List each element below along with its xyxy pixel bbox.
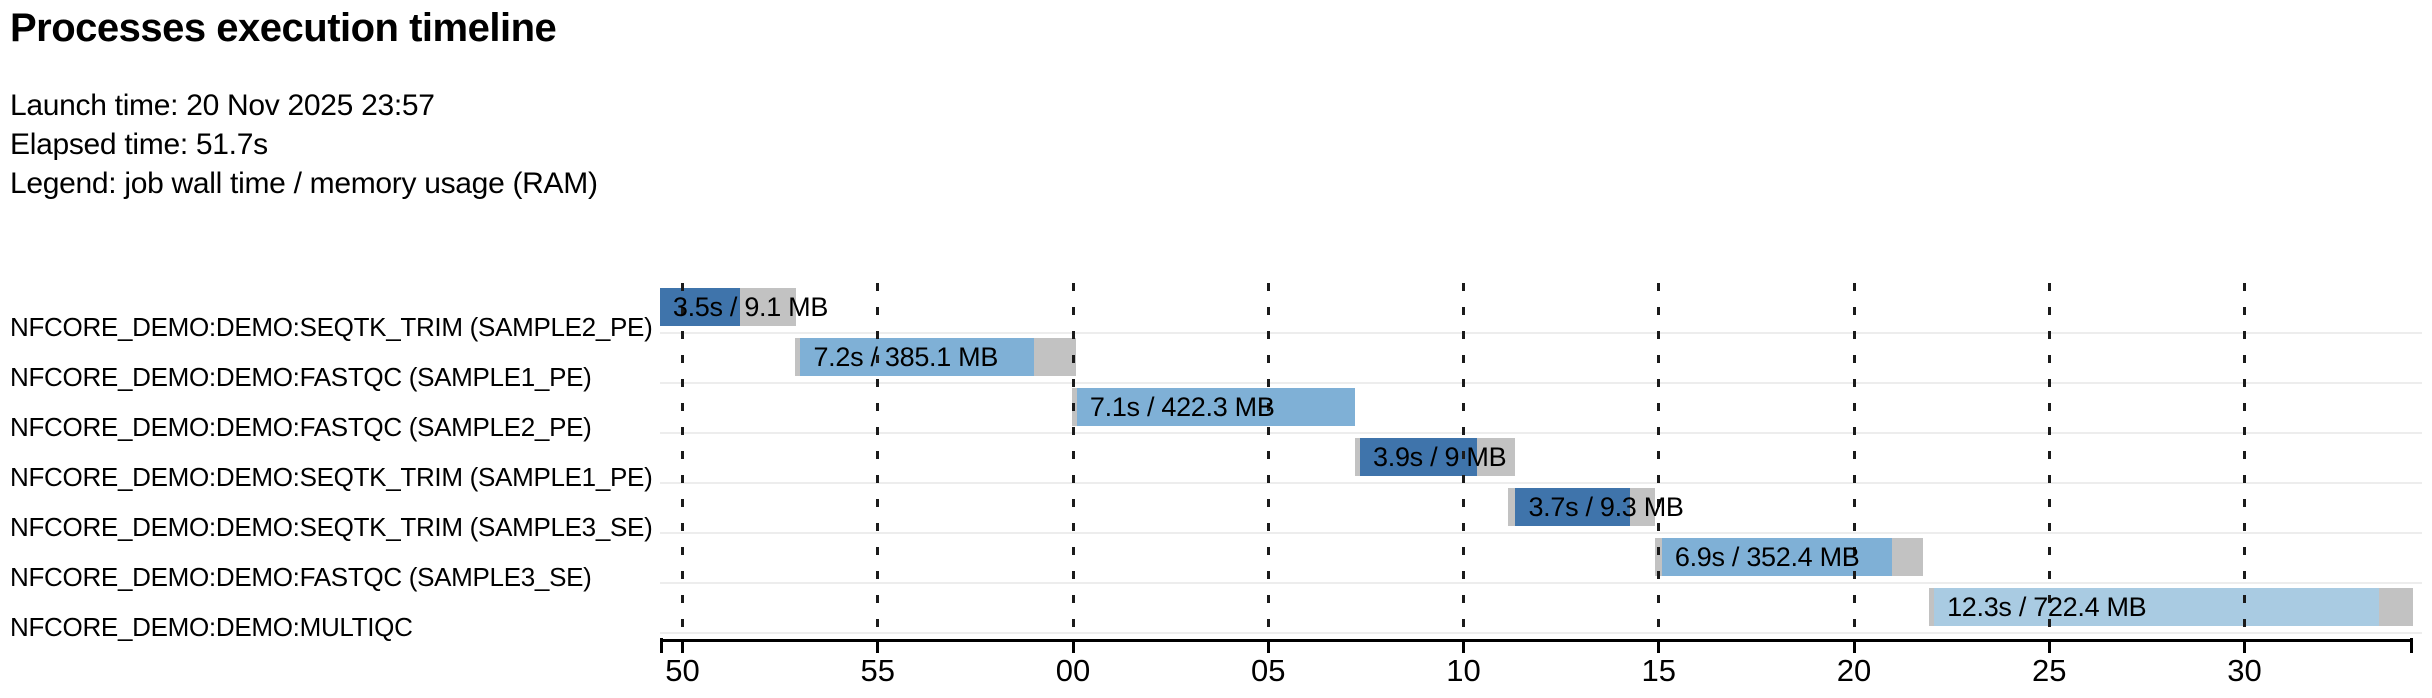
task-label: NFCORE_DEMO:DEMO:FASTQC (SAMPLE1_PE): [10, 362, 592, 392]
task-bar-label: 7.2s / 385.1 MB: [813, 342, 999, 372]
axis-tick-label: 00: [1055, 653, 1091, 688]
axis-tick-label: 55: [860, 653, 895, 688]
axis-tick-label: 05: [1251, 653, 1286, 688]
row-separator: [660, 532, 2422, 534]
axis-tick: [1462, 639, 1466, 653]
task-label: NFCORE_DEMO:DEMO:FASTQC (SAMPLE3_SE): [10, 562, 592, 592]
row-separator: [660, 432, 2422, 434]
task-bar-run: [800, 338, 1034, 376]
gridline: [1266, 283, 1270, 639]
axis-tick: [1657, 639, 1661, 653]
axis-tick: [2047, 639, 2051, 653]
row-separator: [660, 582, 2422, 584]
task-bar-label: 3.7s / 9.3 MB: [1528, 492, 1684, 522]
axis-tick: [876, 639, 880, 653]
axis-endcap-right: [2410, 638, 2413, 653]
launch-time-text: Launch time: 20 Nov 2025 23:57: [10, 89, 435, 122]
task-bar-label: 3.9s / 9 MB: [1373, 442, 1507, 472]
task-bar-run: [659, 288, 740, 326]
axis-tick-label: 15: [1641, 653, 1676, 688]
task-label: NFCORE_DEMO:DEMO:MULTIQC: [10, 612, 413, 642]
row-separator: [660, 632, 2422, 634]
gridline: [876, 283, 880, 639]
task-bar-overhead: [739, 288, 796, 326]
axis-tick-label: 50: [665, 653, 700, 688]
x-axis-line: [660, 639, 2413, 642]
task-bar-overhead: [1354, 438, 1361, 476]
task-label: NFCORE_DEMO:DEMO:SEQTK_TRIM (SAMPLE3_SE): [10, 512, 653, 542]
row-separator: [660, 332, 2422, 334]
task-bar-overhead: [1929, 588, 1935, 626]
axis-tick-label: 30: [2227, 653, 2262, 688]
axis-tick: [681, 639, 685, 653]
gridline: [681, 283, 685, 639]
task-bar-label: 3.5s / 9.1 MB: [672, 292, 829, 322]
axis-tick: [1071, 639, 1075, 653]
task-bar-run: [1515, 488, 1630, 526]
task-bar-overhead: [2378, 588, 2413, 626]
task-bar-run: [1934, 588, 2379, 626]
report-meta: Launch time: 20 Nov 2025 23:57 Elapsed t…: [10, 86, 598, 203]
task-label: NFCORE_DEMO:DEMO:SEQTK_TRIM (SAMPLE2_PE): [10, 312, 653, 342]
task-label: NFCORE_DEMO:DEMO:FASTQC (SAMPLE2_PE): [10, 412, 592, 442]
gridline: [2047, 283, 2051, 639]
task-bar-label: 7.1s / 422.3 MB: [1089, 392, 1275, 422]
task-bar-overhead: [1891, 538, 1924, 576]
gridline: [1462, 283, 1466, 639]
task-label: NFCORE_DEMO:DEMO:SEQTK_TRIM (SAMPLE1_PE): [10, 462, 653, 492]
legend-text: Legend: job wall time / memory usage (RA…: [10, 167, 598, 200]
elapsed-time-text: Elapsed time: 51.7s: [10, 128, 268, 161]
page-title: Processes execution timeline: [10, 6, 557, 50]
task-bar-label: 12.3s / 722.4 MB: [1947, 592, 2147, 622]
row-separator: [660, 482, 2422, 484]
gridline: [1852, 283, 1856, 639]
gridline: [2243, 283, 2247, 639]
task-bar-run: [1360, 438, 1477, 476]
task-bar-overhead: [1508, 488, 1516, 526]
row-separator: [660, 382, 2422, 384]
task-bar-overhead: [1476, 438, 1516, 476]
axis-tick-label: 10: [1446, 653, 1481, 688]
task-bar-overhead: [1033, 338, 1077, 376]
axis-tick-label: 20: [1836, 653, 1872, 688]
axis-tick: [1266, 639, 1270, 653]
axis-tick-label: 25: [2032, 653, 2067, 688]
axis-tick: [1852, 639, 1856, 653]
axis-endcap-left: [660, 638, 663, 653]
task-bar-overhead: [1629, 488, 1655, 526]
axis-tick: [2243, 639, 2247, 653]
task-bar-overhead: [794, 338, 801, 376]
gridline: [1071, 283, 1075, 639]
task-bar-run: [1076, 388, 1355, 426]
task-bar-label: 6.9s / 352.4 MB: [1674, 542, 1860, 572]
gridline: [1657, 283, 1661, 639]
